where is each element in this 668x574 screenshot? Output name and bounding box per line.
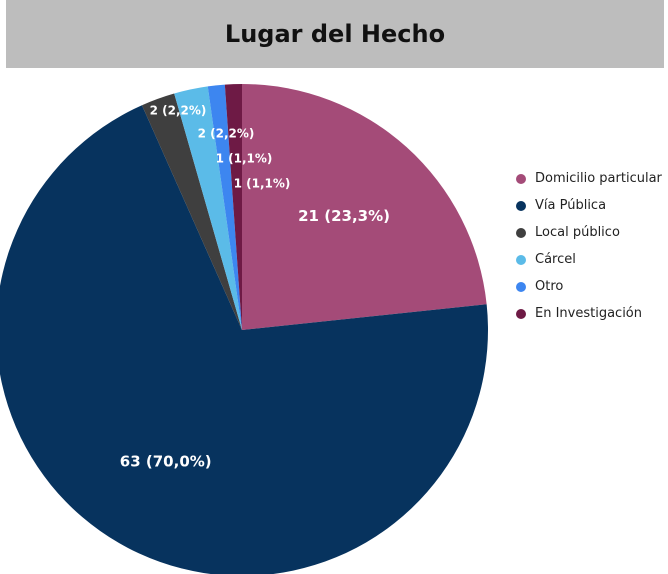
legend-item: Otro: [516, 278, 666, 296]
pie-slice: [224, 84, 242, 330]
legend-label: Cárcel: [535, 252, 576, 267]
data-label: 2 (2,2%): [198, 127, 255, 141]
legend: Domicilio particular Vía Pública Local púb…: [516, 170, 666, 332]
chart-title: Lugar del Hecho: [6, 0, 664, 68]
legend-label: Otro: [535, 279, 564, 294]
pie-slice: [0, 105, 488, 574]
pie-slice: [174, 86, 242, 330]
pie-slice: [207, 84, 242, 330]
data-label: 63 (70,0%): [120, 453, 212, 471]
data-label: 1 (1,1%): [216, 152, 273, 166]
legend-swatch: [516, 309, 526, 319]
data-label: 1 (1,1%): [234, 177, 291, 191]
legend-item: Vía Pública: [516, 197, 666, 215]
legend-item: Local público: [516, 224, 666, 242]
data-label: 21 (23,3%): [298, 207, 390, 225]
legend-swatch: [516, 228, 526, 238]
legend-swatch: [516, 201, 526, 211]
legend-label: Vía Pública: [535, 198, 607, 213]
pie-slice: [242, 84, 487, 330]
legend-item: En Investigación: [516, 305, 666, 323]
pie-slice: [141, 93, 242, 330]
legend-label: En Investigación: [535, 306, 643, 321]
legend-swatch: [516, 282, 526, 292]
legend-swatch: [516, 174, 526, 184]
legend-swatch: [516, 255, 526, 265]
legend-item: Cárcel: [516, 251, 666, 269]
legend-item: Domicilio particular: [516, 170, 666, 188]
legend-label: Domicilio particular: [535, 171, 662, 186]
legend-label: Local público: [535, 225, 620, 240]
data-label: 2 (2,2%): [150, 104, 207, 118]
